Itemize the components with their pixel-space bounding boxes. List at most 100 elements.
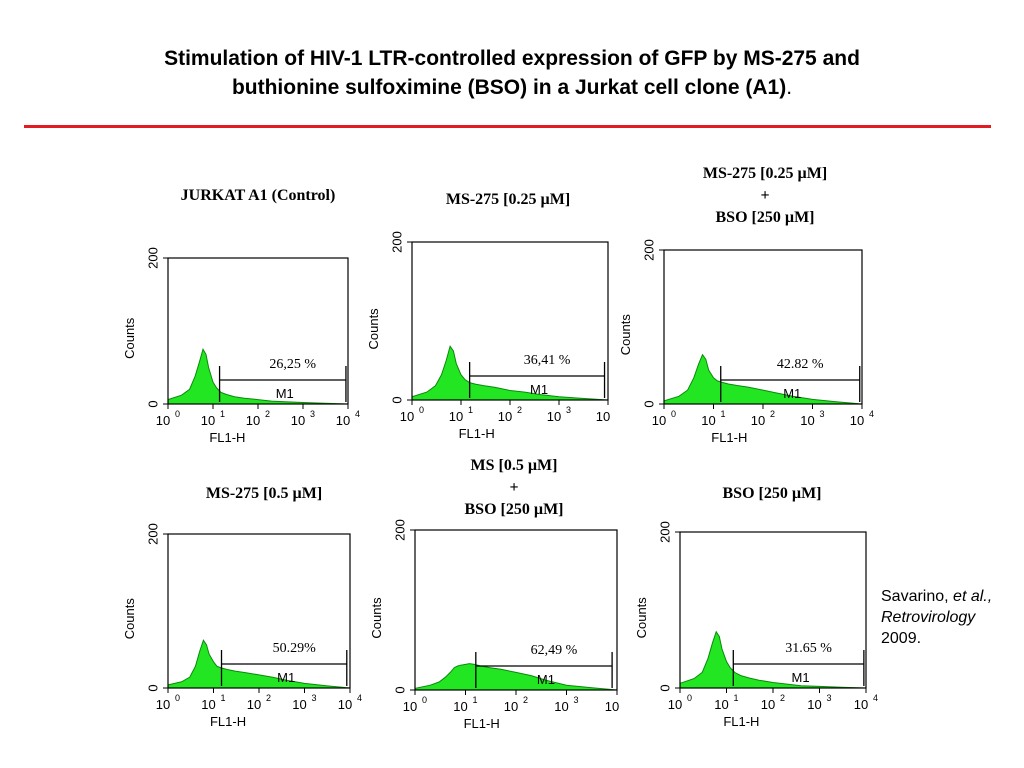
panel-title: BSO [250 µM]	[716, 209, 815, 226]
x-tick-exponent: 2	[770, 409, 775, 419]
y-axis-label: Counts	[366, 308, 381, 350]
histogram-area	[167, 348, 349, 405]
x-tick-exponent: 1	[468, 405, 473, 415]
panel-title: JURKAT A1 (Control)	[181, 187, 336, 204]
x-tick-label: 10	[547, 409, 561, 424]
x-tick-label: 10	[247, 697, 261, 712]
gate-percent: 26,25 %	[269, 357, 316, 372]
histogram-area	[414, 663, 618, 691]
x-axis-label: FL1-H	[464, 716, 500, 731]
gate-percent: 62,49 %	[531, 643, 578, 658]
x-tick-label: 10	[761, 697, 775, 712]
x-axis-label: FL1-H	[210, 714, 246, 729]
y-tick-label: 0	[145, 684, 160, 691]
panel-title: MS [0.5 µM]	[471, 457, 558, 474]
panel-title: BSO [250 µM]	[723, 485, 822, 502]
x-tick-exponent: 4	[357, 693, 362, 703]
x-tick-label: 10	[554, 699, 568, 714]
title-period: .	[786, 76, 793, 99]
panel-title: +	[760, 187, 769, 204]
x-tick-label: 10	[338, 697, 352, 712]
x-tick-label: 10	[292, 697, 306, 712]
x-tick-exponent: 3	[574, 695, 579, 705]
y-tick-label: 0	[389, 396, 404, 403]
y-tick-label: 0	[657, 684, 672, 691]
x-tick-exponent: 1	[220, 409, 225, 419]
x-tick-exponent: 1	[221, 693, 226, 703]
x-tick-exponent: 4	[873, 693, 878, 703]
x-tick-label: 10	[403, 699, 417, 714]
x-tick-label: 10	[201, 413, 215, 428]
gate-percent: 36,41 %	[524, 353, 571, 368]
y-tick-label: 200	[145, 523, 160, 545]
x-axis-label: FL1-H	[711, 430, 747, 445]
histogram-area	[411, 345, 609, 401]
citation-author: Savarino,	[881, 588, 949, 605]
title-line-1: Stimulation of HIV-1 LTR-controlled expr…	[164, 47, 860, 70]
citation: Savarino, et al., Retrovirology 2009.	[881, 586, 1021, 649]
x-tick-label: 10	[504, 699, 518, 714]
y-axis-label: Counts	[369, 597, 384, 639]
gate-label: M1	[530, 382, 548, 397]
x-tick-label: 10	[156, 697, 170, 712]
x-tick-exponent: 1	[734, 693, 739, 703]
histogram-area	[167, 639, 351, 689]
y-tick-label: 0	[641, 400, 656, 407]
x-tick-exponent: 4	[355, 409, 360, 419]
x-tick-label: 10	[449, 409, 463, 424]
x-tick-label: 10	[714, 697, 728, 712]
y-tick-label: 200	[392, 519, 407, 541]
x-tick-label: 10	[800, 413, 814, 428]
x-tick-label: 10	[596, 409, 610, 424]
panel-title: MS-275 [0.25 µM]	[703, 165, 827, 182]
x-axis-label: FL1-H	[209, 430, 245, 445]
x-tick-label: 10	[201, 697, 215, 712]
histogram-area	[663, 353, 863, 405]
x-tick-exponent: 1	[473, 695, 478, 705]
title-divider	[24, 125, 991, 128]
x-tick-exponent: 3	[820, 409, 825, 419]
x-tick-label: 10	[652, 413, 666, 428]
x-tick-exponent: 3	[827, 693, 832, 703]
x-tick-label: 10	[807, 697, 821, 712]
x-axis-label: FL1-H	[459, 426, 495, 441]
histogram-panel-6: BSO [250 µM] 0 200 Counts 10 0 10 1 10 2 10 3 10 4 FL1…	[634, 485, 878, 729]
y-axis-label: Counts	[122, 317, 137, 359]
title-line-2: buthionine sulfoximine (BSO) in a Jurkat…	[231, 76, 787, 99]
gate-label: M1	[792, 670, 810, 685]
x-tick-exponent: 3	[566, 405, 571, 415]
panel-title: BSO [250 µM]	[465, 501, 564, 518]
panel-title: MS-275 [0.5 µM]	[206, 485, 322, 502]
x-tick-label: 10	[400, 409, 414, 424]
x-tick-exponent: 0	[422, 695, 427, 705]
gate-percent: 31.65 %	[785, 641, 832, 656]
gate-percent: 42.82 %	[777, 357, 824, 372]
citation-journal: Retrovirology	[881, 609, 976, 626]
x-tick-label: 10	[453, 699, 467, 714]
y-axis-label: Counts	[618, 314, 633, 356]
y-tick-label: 0	[392, 686, 407, 693]
panel-title: +	[509, 479, 518, 496]
histogram-panel-1: JURKAT A1 (Control) 0 200 Counts 10 0 10 1 10 2 10…	[122, 187, 360, 445]
x-tick-exponent: 2	[265, 409, 270, 419]
gate-label: M1	[537, 672, 555, 687]
y-axis-label: Counts	[122, 598, 137, 640]
histogram-panel-3: MS-275 [0.25 µM] + BSO [250 µM] 0 200 Counts 1…	[618, 165, 874, 445]
gate-label: M1	[277, 670, 295, 685]
y-axis-label: Counts	[634, 597, 649, 639]
citation-year: 2009.	[881, 630, 922, 647]
x-tick-exponent: 0	[175, 693, 180, 703]
histogram-panel-2: MS-275 [0.25 µM] 0 200 Counts 10 0 10 1 10 2 10 3 10…	[366, 191, 610, 441]
histogram-area	[679, 630, 867, 689]
histogram-panel-5: MS [0.5 µM] + BSO [250 µM] 0 200 Counts 10 0 10 1…	[369, 457, 619, 731]
x-tick-label: 10	[336, 413, 350, 428]
y-tick-label: 200	[145, 247, 160, 269]
x-tick-exponent: 2	[266, 693, 271, 703]
histogram-panel-4: MS-275 [0.5 µM] 0 200 Counts 10 0 10 1 10 2 10 3 10 4…	[122, 485, 362, 729]
slide-title: Stimulation of HIV-1 LTR-controlled expr…	[40, 44, 984, 102]
x-tick-exponent: 1	[721, 409, 726, 419]
x-tick-label: 10	[668, 697, 682, 712]
x-tick-exponent: 2	[523, 695, 528, 705]
x-tick-label: 10	[605, 699, 619, 714]
x-tick-label: 10	[850, 413, 864, 428]
